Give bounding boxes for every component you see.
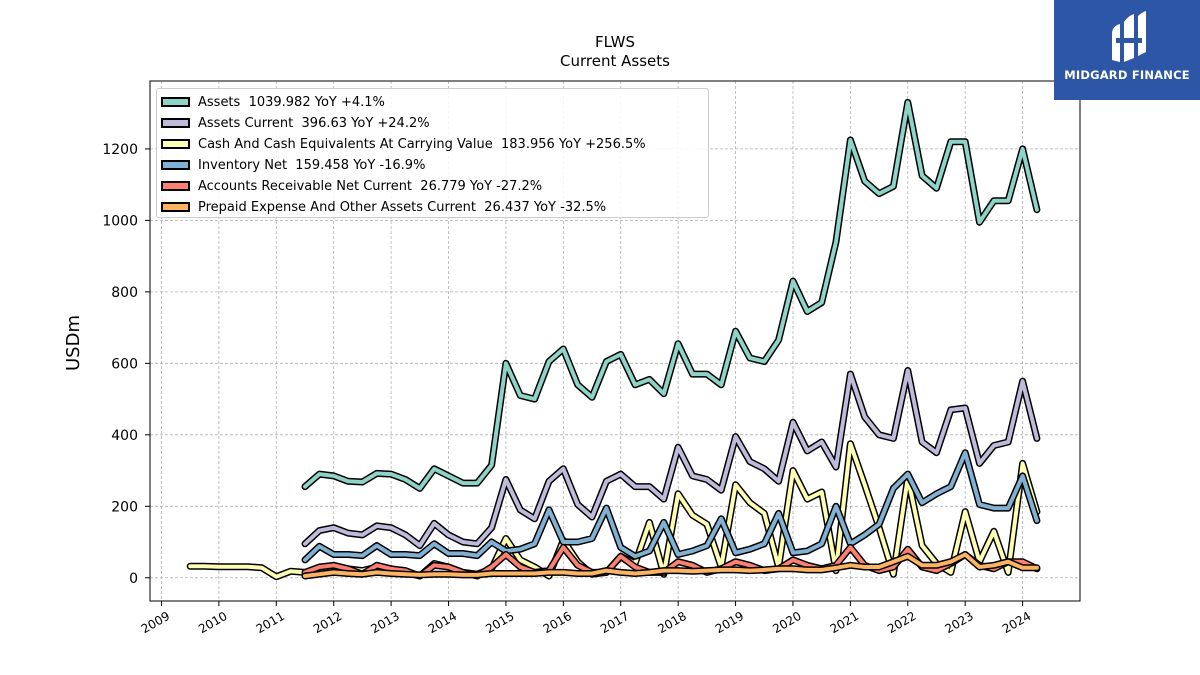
legend-label: Cash And Cash Equivalents At Carrying Va… xyxy=(198,136,646,152)
legend-label: Inventory Net 159.458 YoY -16.9% xyxy=(198,157,426,173)
series-line-assets-current xyxy=(303,368,1039,548)
y-axis-label: USDm xyxy=(63,315,84,371)
legend-label: Accounts Receivable Net Current 26.779 Y… xyxy=(198,178,543,194)
legend-swatch xyxy=(161,202,190,212)
y-tick-label: 600 xyxy=(111,356,138,372)
legend-item: Assets 1039.982 YoY +4.1% xyxy=(161,93,385,111)
legend-item: Cash And Cash Equivalents At Carrying Va… xyxy=(161,135,646,153)
y-tick-label: 1200 xyxy=(102,142,138,158)
legend-item: Assets Current 396.63 YoY +24.2% xyxy=(161,114,430,132)
y-tick-label: 0 xyxy=(129,571,138,587)
y-tick-label: 1000 xyxy=(102,213,138,229)
legend-item: Accounts Receivable Net Current 26.779 Y… xyxy=(161,177,542,195)
legend-swatch xyxy=(161,160,190,170)
y-tick-label: 400 xyxy=(111,428,138,444)
legend-swatch xyxy=(161,97,190,107)
legend-label: Assets 1039.982 YoY +4.1% xyxy=(198,94,385,110)
logo-box: MIDGARD FINANCE xyxy=(1054,0,1200,100)
legend-label: Assets Current 396.63 YoY +24.2% xyxy=(198,115,430,131)
legend-swatch xyxy=(161,139,190,149)
series-line-inventory-net xyxy=(303,450,1039,562)
series-line-prepaid-expense-and-other-assets-current xyxy=(303,552,1039,578)
legend-item: Prepaid Expense And Other Assets Current… xyxy=(161,198,606,216)
chart-subtitle: Current Assets xyxy=(560,52,670,70)
legend-swatch xyxy=(161,118,190,128)
legend-swatch xyxy=(161,181,190,191)
series-line-assets xyxy=(303,100,1039,491)
y-tick-label: 800 xyxy=(111,285,138,301)
plot-frame xyxy=(149,80,1081,602)
legend: Assets 1039.982 YoY +4.1% Assets Current… xyxy=(156,88,709,218)
chart-title: FLWS xyxy=(595,33,635,51)
legend-label: Prepaid Expense And Other Assets Current… xyxy=(198,199,607,215)
legend-item: Inventory Net 159.458 YoY -16.9% xyxy=(161,156,425,174)
y-tick-label: 200 xyxy=(111,499,138,515)
midgard-logo-icon xyxy=(1112,11,1146,62)
logo-text: MIDGARD FINANCE xyxy=(1064,68,1190,82)
series-lines xyxy=(186,98,1041,581)
